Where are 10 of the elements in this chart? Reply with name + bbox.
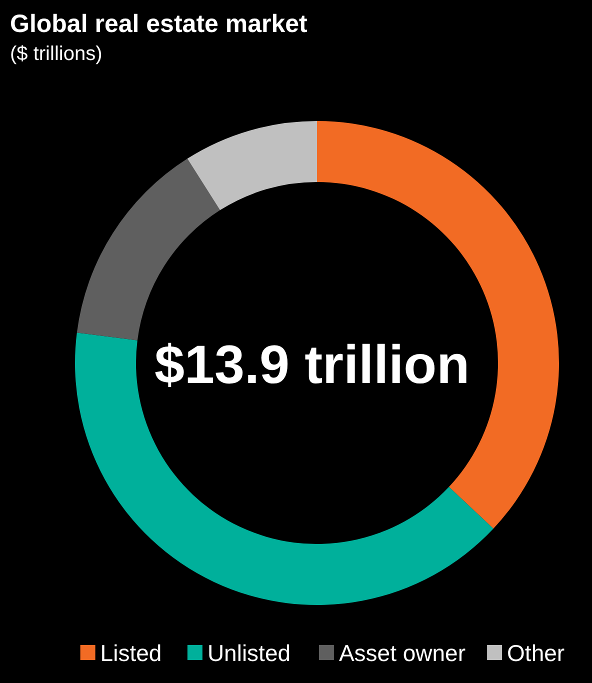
chart-title: Global real estate market [10,10,308,38]
legend-label: Asset owner [338,640,466,666]
donut-slice [76,158,220,340]
legend-label: Other [507,640,565,666]
donut-slice [75,332,494,605]
donut-slice [187,121,317,210]
legend-label: Listed [100,640,162,666]
chart-subtitle: ($ trillions) [10,43,102,65]
text: $13.9 trillion [154,335,470,395]
legend-label: Unlisted [207,640,291,666]
